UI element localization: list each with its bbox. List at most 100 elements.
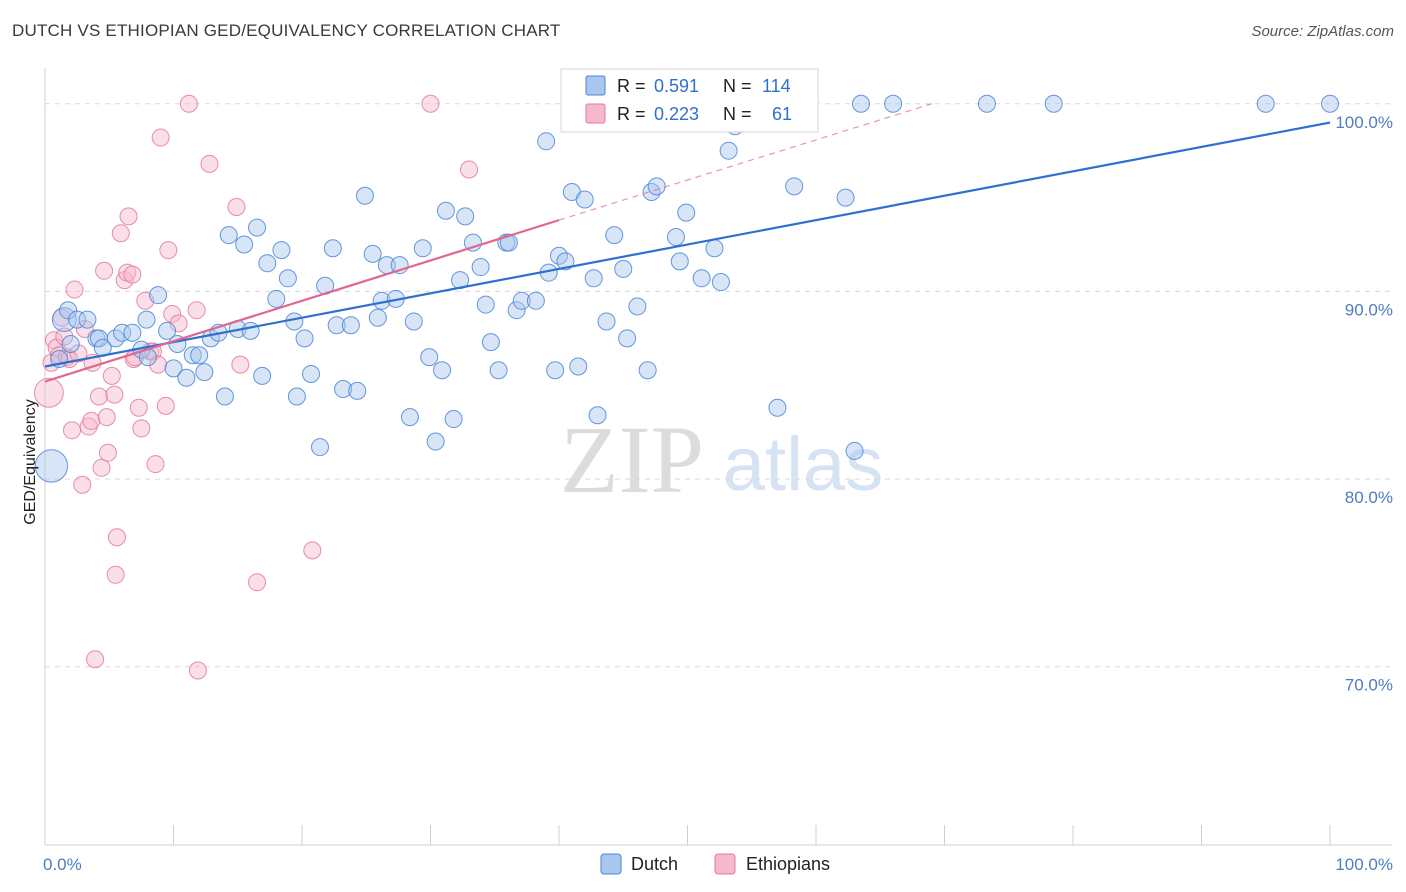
ethiopians-point [156,396,175,415]
dutch-point [241,321,260,340]
y-tick-label: 100.0% [1335,113,1393,132]
dutch-point [884,94,903,113]
dutch-point [507,301,526,320]
dutch-point [310,438,329,457]
dutch-point [68,310,87,329]
dutch-point [597,312,616,331]
dutch-point [569,357,588,376]
dutch-trend-line [44,121,1331,368]
dutch-r-value: 0.591 [654,76,699,96]
dutch-point [705,239,724,258]
dutch-point [348,381,367,400]
ethiopians-point [73,475,92,494]
ethiopians-point [303,541,322,560]
dutch-point [404,312,423,331]
ethiopians-point [69,344,88,363]
dutch-point [190,346,209,365]
y-tick-label: 90.0% [1345,300,1393,319]
dutch-point [1044,94,1063,113]
x-tick-label: 0.0% [43,855,82,874]
dutch-point [235,235,254,254]
dutch-point [34,449,69,483]
ethiopians-point [163,304,182,323]
ethiopians-point [159,241,178,260]
ethiopians-point [82,411,101,430]
dutch-point [711,273,730,292]
dutch-point [618,329,637,348]
dutch-point [588,406,607,425]
dutch-point [258,254,277,273]
watermark: ZIP atlas [560,406,883,513]
dutch-point [677,203,696,222]
dutch-point [481,333,500,352]
ethiopians-point [55,327,74,346]
dutch-point [215,387,234,406]
dutch-point [113,323,132,342]
stats-legend: R = 0.591 N = 114 R = 0.223 N = 61 [560,68,819,133]
dutch-point [355,186,374,205]
dutch-point [123,323,142,342]
dutch-point [195,363,214,382]
legend-dutch-swatch [600,853,622,875]
dutch-point [219,226,238,245]
legend-ethiopians-swatch [714,853,736,875]
dutch-point [413,239,432,258]
ethiopians-point [200,154,219,173]
ethiopians-point [179,94,198,113]
dutch-point [253,366,272,385]
dutch-point [526,291,545,310]
ethiopians-point [248,573,267,592]
dutch-point [267,289,286,308]
ethiopians-point [107,528,126,547]
ethiopians-point [231,355,250,374]
dutch-point [433,361,452,380]
dutch-point [327,316,346,335]
ethiopians-point [102,366,121,385]
ethiopians-point [146,455,165,474]
dutch-point [285,312,304,331]
dutch-point [471,258,490,277]
dutch-point [420,348,439,367]
dutch-point [426,432,445,451]
trend-lines [44,103,1331,383]
dutch-point [51,307,77,332]
dutch-point [476,295,495,314]
dutch-point [368,308,387,327]
dutch-point [719,141,738,160]
x-tick-label: 100.0% [1335,855,1393,874]
ethiopians-point [188,661,207,680]
dutch-point [546,361,565,380]
ethiopians-point [119,207,138,226]
dutch-point [605,226,624,245]
ethiopians-n-value: 61 [772,104,792,124]
dutch-point [456,207,475,226]
dutch-point [647,177,666,196]
dutch-point [556,252,575,271]
dutch-point [444,410,463,429]
gridlines [45,103,1392,668]
dutch-point [977,94,996,113]
dutch-point [177,368,196,387]
dutch-point [59,301,78,320]
y-axis-label: GED/Equivalency [22,399,39,524]
dutch-point [575,190,594,209]
dutch-point [614,259,633,278]
ethiopians-point [132,419,151,438]
dutch-point [78,310,97,329]
watermark-zip: ZIP [560,406,704,513]
dutch-point [1256,94,1275,113]
source-credit: Source: ZipAtlas.com [1251,23,1394,40]
dutch-point [537,132,556,151]
ethiopians-point [129,398,148,417]
dutch-n-value: 114 [762,76,791,96]
legend-ethiopians-label: Ethiopians [746,854,830,874]
dutch-point [512,291,531,310]
tick-labels: 70.0% 80.0% 90.0% 100.0% 0.0% 100.0% [43,113,1393,874]
dutch-point [248,218,267,237]
legend-dutch-label: Dutch [631,854,678,874]
dutch-point [785,177,804,196]
dutch-points [34,94,1339,483]
dutch-point [363,244,382,263]
dutch-point [666,228,685,247]
ethiopians-point [62,421,81,440]
